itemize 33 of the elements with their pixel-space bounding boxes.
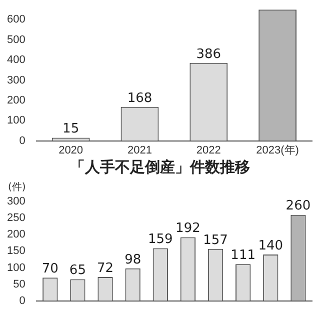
data-label: 260 xyxy=(286,198,311,214)
data-label: 111 xyxy=(230,248,256,263)
y-tick-label: 100 xyxy=(6,262,26,274)
data-label: 98 xyxy=(124,252,142,268)
data-label: 15 xyxy=(62,122,80,137)
y-tick-label: 300 xyxy=(6,74,26,86)
data-label: 159 xyxy=(148,232,173,248)
y-tick-label: 50 xyxy=(13,278,26,290)
data-label: 72 xyxy=(96,260,114,276)
x-tick-label: 2022 xyxy=(196,144,221,156)
data-label: 168 xyxy=(127,90,152,106)
x-tick-label: 2023(年) xyxy=(256,144,299,156)
y-tick-label: 250 xyxy=(6,212,26,224)
y-tick-label: 500 xyxy=(6,34,26,46)
y-tick-label: 200 xyxy=(6,94,26,106)
x-tick-label: 2021 xyxy=(127,144,152,156)
y-tick-label: 0 xyxy=(19,294,26,307)
x-tick-label: 2020 xyxy=(58,144,84,156)
data-label: 140 xyxy=(258,238,284,254)
y-tick-label: 100 xyxy=(6,114,26,127)
data-label: 70 xyxy=(42,262,58,277)
data-label: 386 xyxy=(196,46,222,62)
y-axis-title: (件) xyxy=(8,181,26,194)
y-tick-label: 400 xyxy=(6,54,26,66)
chart-title: 「人手不足倒産」件数推移 xyxy=(69,158,251,177)
y-tick-label: 150 xyxy=(6,245,26,258)
y-tick-label: 0 xyxy=(19,134,26,147)
data-label: 65 xyxy=(69,263,86,278)
data-label: 157 xyxy=(203,232,228,248)
y-tick-label: 600 xyxy=(6,14,26,26)
y-tick-label: 200 xyxy=(6,228,26,241)
data-label: 192 xyxy=(176,221,200,236)
y-tick-label: 300 xyxy=(6,196,26,208)
